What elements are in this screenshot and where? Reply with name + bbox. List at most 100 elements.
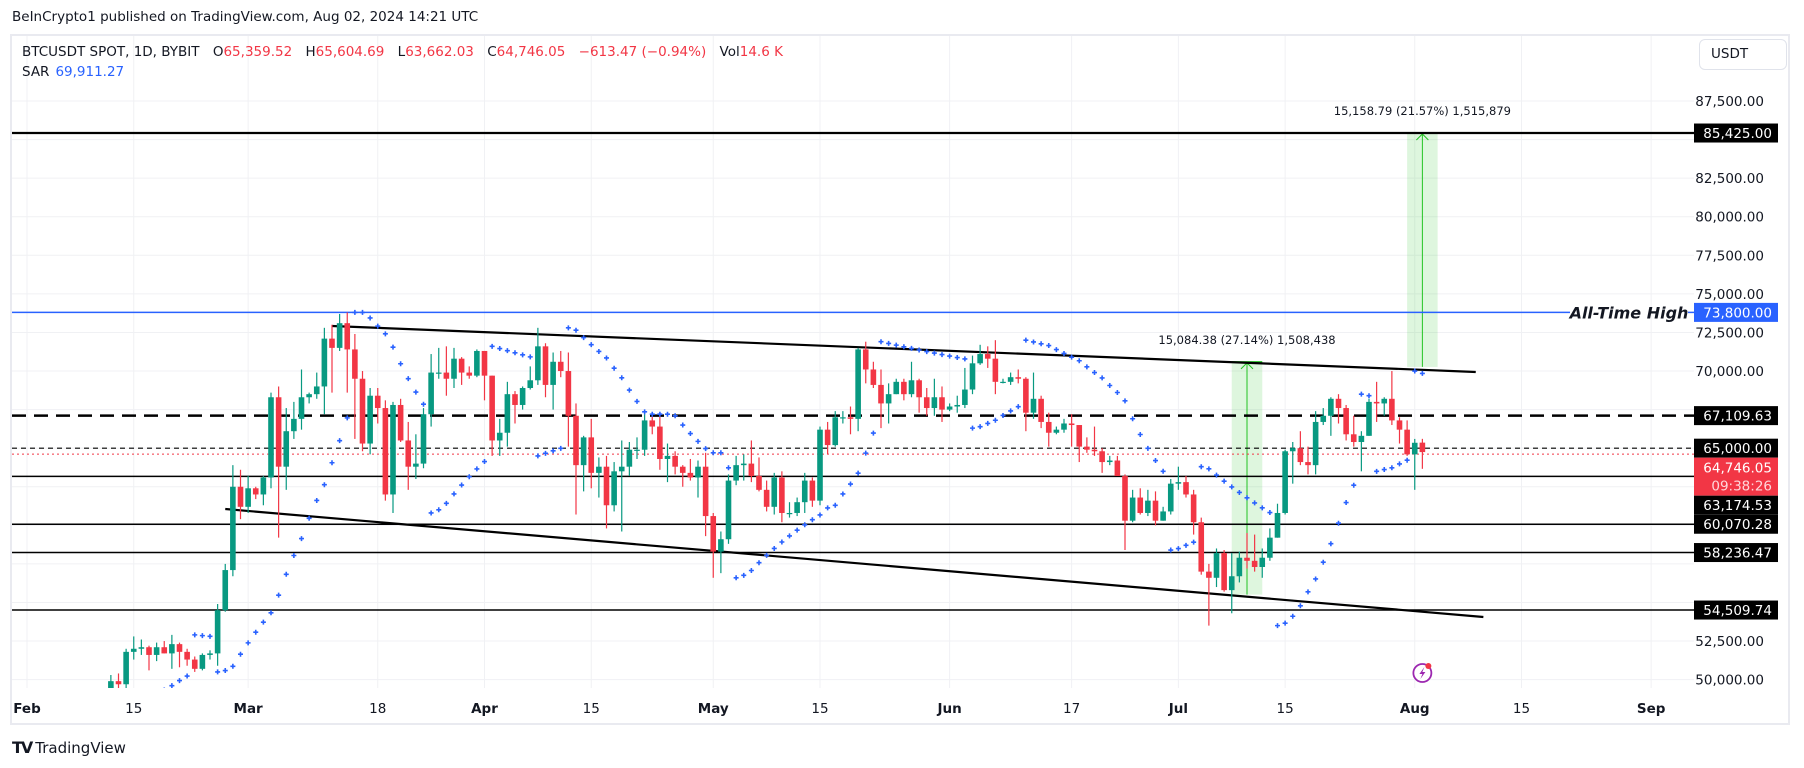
sar-point [1046, 343, 1052, 349]
price-marker-label: 54,509.74 [1703, 603, 1772, 619]
trendline[interactable] [225, 507, 1484, 619]
time-tick-label: 15 [583, 701, 600, 717]
candle [885, 383, 892, 424]
candle [1320, 408, 1327, 426]
sar-point [886, 340, 892, 346]
candle-body [679, 466, 686, 473]
candle [1175, 466, 1182, 490]
candle [946, 403, 953, 412]
time-tick-label: 15 [1277, 701, 1294, 717]
symbol-name[interactable]: BTCUSDT SPOT, 1D, BYBIT [22, 44, 200, 60]
candle-body [1198, 522, 1205, 572]
sar-point [443, 500, 449, 506]
candle [451, 347, 457, 388]
tradingview-brand[interactable]: TV TradingView [12, 738, 126, 757]
sar-point [238, 651, 243, 657]
sar-point [1008, 408, 1014, 414]
candle-body [1419, 442, 1426, 453]
candle-body [611, 471, 617, 506]
price-tick-label: 50,000.00 [1695, 673, 1764, 689]
candle [1053, 426, 1060, 435]
sar-point [985, 420, 991, 426]
candle [184, 648, 190, 666]
sar-legend[interactable]: SAR 69,911.27 [22, 64, 124, 80]
sar-point [367, 315, 373, 321]
sar-point [1290, 613, 1296, 619]
candle-body [931, 397, 938, 409]
candle-body [527, 380, 534, 388]
sar-point [1114, 389, 1120, 395]
candle-body [1030, 398, 1037, 413]
candle [222, 563, 229, 612]
sar-point [581, 335, 587, 341]
candle-body [146, 647, 152, 655]
candle-body [824, 429, 831, 446]
candle [298, 369, 305, 430]
low-label: L [397, 44, 406, 60]
candle [329, 324, 335, 393]
sar-point [1183, 542, 1189, 548]
candle-body [535, 346, 541, 381]
candle-body [1282, 451, 1288, 513]
lightning-icon[interactable] [1412, 663, 1433, 683]
candle-body [352, 349, 358, 379]
candle-body [153, 647, 160, 655]
candle [1183, 475, 1189, 498]
sar-point [687, 431, 693, 437]
price-marker-label: 60,070.28 [1703, 517, 1772, 533]
candle-body [420, 414, 427, 464]
candle [382, 400, 389, 501]
candle-body [908, 380, 915, 395]
sar-point [1191, 539, 1197, 545]
candle [649, 414, 656, 435]
price-axis[interactable]: 87,500.00 82,500.00 80,000.00 77,500.00 75,0… [1694, 94, 1778, 689]
time-tick-label: May [698, 701, 729, 717]
candle-body [763, 489, 770, 507]
candle [580, 435, 587, 492]
sar-point [787, 533, 792, 539]
price-marker-label: 73,800.00 [1703, 305, 1772, 321]
time-axis[interactable]: Feb 15 Mar 18 Apr 15 May 15 Jun 17 Jul 15 Aug 15 Sep [13, 701, 1665, 717]
candle-body [1289, 448, 1296, 452]
sar-label: SAR [22, 64, 50, 80]
sar-point [147, 697, 152, 702]
sar-point [756, 560, 762, 566]
candle-body [1358, 435, 1365, 443]
candle [291, 401, 297, 439]
plot-area[interactable]: 15,084.38 (27.14%) 1,508,438 15,158.79 (2… [12, 104, 1694, 718]
candle-body [1305, 462, 1311, 466]
candle [634, 437, 640, 459]
sar-point [222, 668, 228, 674]
candle [1137, 488, 1144, 515]
candle [679, 465, 686, 487]
sar-point [588, 342, 594, 348]
candle-body [466, 372, 473, 376]
candle-body [1114, 460, 1121, 476]
candle-body [222, 570, 229, 611]
candle [641, 414, 648, 456]
candle [321, 327, 328, 415]
candle-body [115, 681, 122, 685]
candle-body [832, 417, 839, 446]
candle-body [1145, 500, 1151, 513]
candle-body [977, 354, 983, 364]
candle [786, 502, 793, 518]
sar-point [947, 353, 953, 359]
sar-point [1198, 464, 1204, 470]
candle [916, 378, 922, 413]
sar-point [649, 411, 655, 417]
candle [962, 367, 968, 409]
candle-body [512, 394, 518, 405]
candle-body [870, 369, 877, 385]
sar-point [619, 375, 625, 381]
currency-button[interactable]: USDT [1699, 39, 1787, 70]
candle [992, 340, 999, 395]
candle [1282, 449, 1288, 515]
candle [740, 454, 747, 481]
candle [1289, 442, 1296, 484]
candle-body [1167, 483, 1174, 512]
candle-body [275, 397, 282, 467]
candle [367, 387, 373, 455]
candle-body [1091, 449, 1098, 452]
